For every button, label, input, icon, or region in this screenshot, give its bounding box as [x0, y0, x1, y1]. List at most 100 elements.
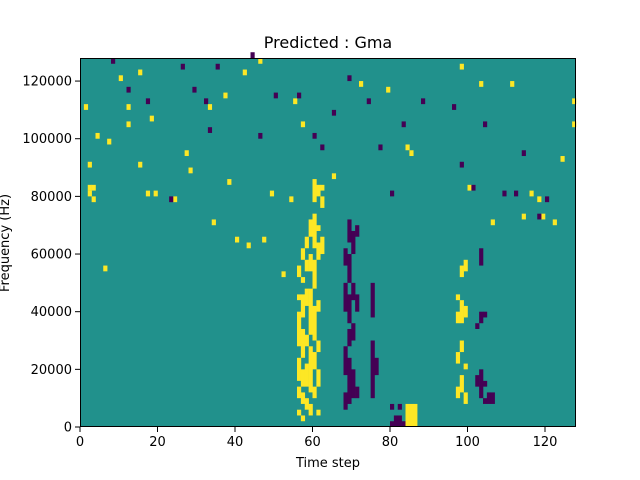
heatmap-cell-negative: [483, 121, 488, 128]
y-tick-label: 80000: [31, 190, 72, 205]
heatmap-band-negative: [479, 248, 484, 266]
heatmap-band-positive: [300, 328, 306, 358]
heatmap-cell-positive: [223, 92, 228, 99]
heatmap-cell-negative: [521, 150, 526, 157]
heatmap-band-positive: [304, 236, 309, 249]
heatmap-band-positive: [459, 300, 464, 324]
heatmap-cell-negative: [459, 161, 464, 168]
heatmap-cell-positive: [405, 144, 410, 151]
heatmap-band-positive: [455, 294, 461, 301]
x-axis-label: Time step: [295, 456, 360, 471]
heatmap-band-positive: [316, 409, 321, 416]
heatmap-band-positive: [459, 265, 464, 278]
heatmap-cell-negative: [471, 184, 476, 191]
heatmap-band-negative: [486, 392, 492, 404]
heatmap-band-positive: [297, 311, 302, 347]
heatmap-band-positive: [312, 259, 317, 289]
heatmap-band-negative: [347, 328, 352, 347]
heatmap-cell-positive: [409, 150, 414, 157]
heatmap-band-negative: [351, 369, 356, 399]
heatmap-band-positive: [300, 392, 306, 404]
heatmap-band-positive: [405, 403, 410, 427]
heatmap-band-positive: [312, 352, 317, 370]
chart-title: Predicted : Gma: [264, 33, 392, 52]
y-tick-label: 100000: [22, 132, 72, 147]
heatmap-band-negative: [355, 225, 360, 237]
heatmap-band-negative: [393, 415, 399, 427]
heatmap-cell-positive: [490, 219, 495, 226]
heatmap-cell-negative: [126, 86, 131, 93]
heatmap-cell-positive: [572, 98, 577, 105]
heatmap-band-positive: [463, 259, 468, 272]
heatmap-band-positive: [455, 352, 461, 364]
heatmap-band-positive: [297, 357, 302, 381]
heatmap-band-positive: [312, 386, 317, 399]
heatmap-cell-negative: [297, 92, 302, 99]
heatmap-band-negative: [347, 357, 352, 404]
heatmap-background: [80, 58, 576, 427]
heatmap-cell-negative: [545, 196, 550, 203]
heatmap-cell-negative: [180, 63, 185, 70]
heatmap-band-negative: [374, 357, 379, 376]
x-tick-label: 0: [76, 435, 84, 450]
heatmap-cell-positive: [91, 196, 96, 203]
heatmap-cell-negative: [111, 58, 116, 64]
heatmap-cell-negative: [250, 52, 255, 58]
heatmap-cell-positive: [126, 121, 131, 128]
heatmap-band-negative: [343, 248, 348, 266]
heatmap-cell-positive: [153, 190, 158, 197]
heatmap-band-negative: [347, 219, 352, 243]
heatmap-cells: [83, 52, 577, 427]
heatmap-band-positive: [300, 277, 306, 283]
y-axis-label: Frequency (Hz): [0, 194, 13, 292]
heatmap-band-positive: [312, 305, 317, 341]
heatmap-cell-negative: [145, 98, 151, 105]
heatmap-cell-positive: [138, 69, 143, 76]
heatmap-band-negative: [390, 403, 395, 410]
heatmap-cell-positive: [227, 179, 232, 185]
heatmap-cell-positive: [87, 190, 92, 197]
heatmap-cell-positive: [242, 69, 247, 76]
x-axis: 0 20 40 60 80 100 120: [76, 427, 557, 450]
plot-frame: [80, 58, 576, 427]
heatmap-cell-negative: [192, 86, 197, 93]
heatmap-band-positive: [455, 386, 461, 399]
heatmap-band-negative: [370, 282, 375, 318]
heatmap-cell-positive: [293, 98, 298, 105]
x-tick-label: 20: [149, 435, 166, 450]
heatmap-cell-negative: [312, 132, 317, 139]
heatmap-band-negative: [475, 375, 480, 387]
heatmap-band-positive: [316, 184, 321, 197]
heatmap-band-positive: [413, 403, 418, 427]
heatmap-band-positive: [304, 288, 309, 306]
heatmap-band-positive: [312, 179, 317, 203]
heatmap-cell-positive: [258, 58, 263, 64]
heatmap-cell-positive: [207, 104, 213, 110]
heatmap-cell-positive: [95, 132, 100, 139]
heatmap-band-negative: [483, 398, 488, 404]
heatmap-band-positive: [455, 311, 461, 324]
heatmap-band-positive: [304, 363, 309, 387]
heatmap-band-negative: [351, 282, 356, 301]
heatmap-band-negative: [479, 369, 484, 399]
heatmap-band-positive: [297, 265, 302, 278]
heatmap-cell-negative: [273, 92, 278, 99]
x-tick-label: 100: [455, 435, 480, 450]
heatmap-band-negative: [355, 386, 360, 399]
heatmap-band-positive: [312, 213, 317, 249]
heatmap-cell-negative: [258, 132, 263, 139]
heatmap-band-positive: [316, 225, 321, 231]
heatmap-cell-positive: [479, 81, 484, 87]
heatmap-band-positive: [300, 294, 306, 318]
heatmap-band-positive: [308, 403, 313, 416]
heatmap-band-positive: [304, 334, 309, 347]
heatmap-band-negative: [483, 380, 488, 387]
heatmap-band-positive: [297, 294, 302, 301]
heatmap-cell-positive: [126, 104, 131, 110]
heatmap-cell-positive: [262, 236, 267, 243]
y-tick-label: 60000: [31, 248, 72, 263]
heatmap-cell-positive: [320, 184, 325, 191]
heatmap-cell-negative: [169, 196, 174, 203]
heatmap-cell-positive: [300, 121, 306, 128]
